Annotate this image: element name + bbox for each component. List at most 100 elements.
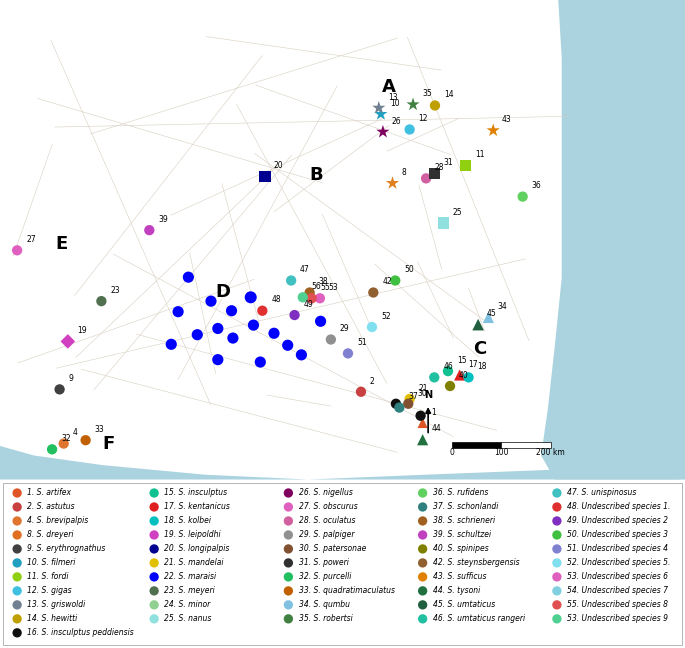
Text: 0: 0 bbox=[449, 448, 455, 457]
Point bbox=[282, 340, 293, 351]
Text: 28. S. oculatus: 28. S. oculatus bbox=[299, 516, 355, 526]
Point bbox=[166, 339, 177, 349]
Point bbox=[212, 354, 223, 365]
Point bbox=[417, 418, 428, 428]
Text: 19: 19 bbox=[77, 326, 86, 335]
Point bbox=[438, 218, 449, 228]
Text: 53. Undescribed species 6: 53. Undescribed species 6 bbox=[567, 572, 668, 581]
Text: 21: 21 bbox=[419, 384, 428, 393]
Text: 37. S. schonlandi: 37. S. schonlandi bbox=[433, 502, 498, 511]
Text: 8: 8 bbox=[401, 168, 406, 177]
Text: 49. Undescribed species 2: 49. Undescribed species 2 bbox=[567, 516, 668, 526]
Point bbox=[417, 599, 428, 610]
Text: 36. S. rufidens: 36. S. rufidens bbox=[433, 489, 488, 498]
Text: 18. S. kolbei: 18. S. kolbei bbox=[164, 516, 212, 526]
Text: 26. S. nigellus: 26. S. nigellus bbox=[299, 489, 353, 498]
Point bbox=[260, 171, 271, 181]
Point bbox=[551, 599, 562, 610]
Point bbox=[149, 586, 160, 596]
Point bbox=[283, 572, 294, 582]
Point bbox=[12, 502, 23, 512]
Text: 51: 51 bbox=[357, 338, 366, 347]
Point bbox=[283, 502, 294, 512]
Text: D: D bbox=[215, 283, 230, 301]
Point bbox=[149, 572, 160, 582]
Point bbox=[373, 103, 384, 113]
Point bbox=[54, 384, 65, 395]
Point bbox=[283, 530, 294, 540]
Text: 54. Undescribed species 7: 54. Undescribed species 7 bbox=[567, 586, 668, 596]
Text: 19. S. leipoldhi: 19. S. leipoldhi bbox=[164, 531, 221, 539]
Point bbox=[551, 614, 562, 624]
Text: 9. S. erythrognathus: 9. S. erythrognathus bbox=[27, 544, 105, 553]
Text: 38: 38 bbox=[319, 277, 328, 286]
Text: 18: 18 bbox=[477, 362, 487, 371]
Text: 35. S. robertsi: 35. S. robertsi bbox=[299, 614, 352, 623]
Text: 52: 52 bbox=[381, 312, 390, 321]
Text: 31. S. poweri: 31. S. poweri bbox=[299, 559, 349, 568]
Point bbox=[403, 399, 414, 409]
Text: 11. S. fordi: 11. S. fordi bbox=[27, 572, 69, 581]
Text: 12: 12 bbox=[419, 114, 428, 123]
Text: 37: 37 bbox=[408, 392, 418, 401]
Point bbox=[12, 516, 23, 526]
Text: 1: 1 bbox=[432, 408, 436, 417]
Point bbox=[483, 312, 494, 323]
Text: E: E bbox=[55, 235, 68, 253]
Point bbox=[417, 572, 428, 582]
Text: 30: 30 bbox=[417, 389, 427, 397]
Text: 32. S. purcelli: 32. S. purcelli bbox=[299, 572, 351, 581]
Text: 32: 32 bbox=[61, 434, 71, 443]
Text: 47: 47 bbox=[300, 265, 310, 274]
Text: N: N bbox=[424, 390, 432, 400]
Point bbox=[286, 275, 297, 286]
Point bbox=[404, 394, 415, 404]
Point bbox=[149, 502, 160, 512]
Point bbox=[12, 544, 23, 554]
Text: 34. S. qumbu: 34. S. qumbu bbox=[299, 600, 349, 609]
Text: 42. S. steynsbergensis: 42. S. steynsbergensis bbox=[433, 559, 519, 568]
Text: 33. S. quadratimaculatus: 33. S. quadratimaculatus bbox=[299, 586, 395, 596]
Point bbox=[551, 586, 562, 596]
Text: 45. S. umtaticus: 45. S. umtaticus bbox=[433, 600, 495, 609]
Point bbox=[551, 502, 562, 512]
Point bbox=[283, 614, 294, 624]
Point bbox=[47, 444, 58, 454]
Point bbox=[415, 411, 426, 421]
Text: 11: 11 bbox=[475, 150, 484, 159]
Point bbox=[248, 320, 259, 330]
Point bbox=[368, 287, 379, 297]
Point bbox=[445, 381, 456, 391]
Bar bbox=[452, 442, 501, 448]
Text: 23. S. meyeri: 23. S. meyeri bbox=[164, 586, 215, 596]
Text: 200 km: 200 km bbox=[536, 448, 565, 457]
Point bbox=[149, 530, 160, 540]
Text: B: B bbox=[310, 166, 323, 184]
Point bbox=[417, 586, 428, 596]
Point bbox=[356, 387, 366, 397]
Point bbox=[62, 336, 73, 347]
Text: 22. S. maraisi: 22. S. maraisi bbox=[164, 572, 216, 581]
Point bbox=[488, 125, 499, 135]
Text: 9: 9 bbox=[68, 374, 73, 383]
Text: 50. Undescribed species 3: 50. Undescribed species 3 bbox=[567, 531, 668, 539]
Point bbox=[429, 372, 440, 382]
Text: 21. S. mandelai: 21. S. mandelai bbox=[164, 559, 224, 568]
Point bbox=[149, 558, 160, 568]
Point bbox=[283, 599, 294, 610]
Point bbox=[245, 292, 256, 303]
Text: 2. S. astutus: 2. S. astutus bbox=[27, 502, 75, 511]
Point bbox=[421, 173, 432, 183]
Point bbox=[315, 316, 326, 327]
Text: 45: 45 bbox=[487, 309, 497, 318]
Text: 55. Undescribed species 8: 55. Undescribed species 8 bbox=[567, 600, 668, 609]
Point bbox=[390, 275, 401, 286]
Text: 49: 49 bbox=[303, 300, 313, 309]
Point bbox=[387, 178, 398, 189]
Text: 55: 55 bbox=[321, 283, 330, 292]
Text: 51. Undescribed species 4: 51. Undescribed species 4 bbox=[567, 544, 668, 553]
Point bbox=[257, 306, 268, 316]
Text: 25. S. nanus: 25. S. nanus bbox=[164, 614, 212, 623]
Text: 1. S. artifex: 1. S. artifex bbox=[27, 489, 71, 498]
Point bbox=[192, 330, 203, 340]
